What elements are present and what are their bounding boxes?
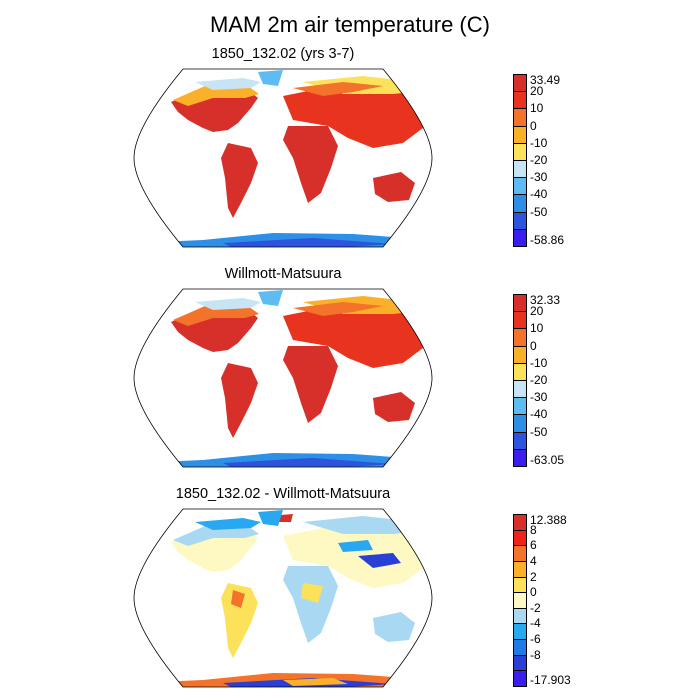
colorbar-tick-label: 32.33 <box>530 293 561 307</box>
colorbar-tick-label: 33.49 <box>530 73 561 87</box>
colorbar-tick-label: 0 <box>530 118 537 133</box>
colorbar-swatch <box>513 160 527 179</box>
colorbar-swatch <box>513 211 527 230</box>
colorbar-tick-label: -58.86 <box>530 233 565 247</box>
colorbar-swatch <box>513 545 527 562</box>
colorbar-tick-label: 10 <box>530 321 544 336</box>
colorbar-swatch <box>513 654 527 672</box>
colorbar-tick-label: -63.05 <box>530 453 565 467</box>
colorbar-tick-label: -8 <box>530 647 541 662</box>
colorbar-tick-label: 8 <box>530 522 537 537</box>
colorbar-swatch <box>513 328 527 347</box>
colorbar-swatch <box>513 397 527 416</box>
colorbar-tick-label: -10 <box>530 355 548 370</box>
colorbar-swatch <box>513 91 527 110</box>
colorbar-tick-label: -30 <box>530 390 548 405</box>
panel-2-map <box>133 288 433 468</box>
colorbar-swatch <box>513 345 527 364</box>
colorbar-swatch <box>513 639 527 656</box>
colorbar-swatch <box>513 607 527 625</box>
colorbar-swatch <box>513 592 527 609</box>
colorbar-tick-label: 0 <box>530 338 537 353</box>
colorbar-tick-label: -50 <box>530 424 548 439</box>
colorbar-swatch <box>513 125 527 144</box>
colorbar-tick-label: -6 <box>530 632 541 647</box>
colorbar-swatch <box>513 431 527 450</box>
colorbar-tick-label: 6 <box>530 538 537 553</box>
colorbar-tick-label: 12.388 <box>530 513 567 527</box>
panel-2-title: Willmott-Matsuura <box>224 266 342 282</box>
colorbar-tick-label: -40 <box>530 187 548 202</box>
colorbar-swatch <box>513 311 527 330</box>
colorbar-tick-label: -20 <box>530 153 548 167</box>
colorbar-swatch <box>513 623 527 641</box>
colorbar-swatch <box>513 576 527 594</box>
colorbar-tick-label: -50 <box>530 204 548 219</box>
colorbar-tick-label: -4 <box>530 616 541 631</box>
colorbar-tick-label: -30 <box>530 170 548 185</box>
colorbar-swatch <box>513 228 527 247</box>
colorbar-tick-label: 20 <box>530 304 544 319</box>
colorbar-swatch <box>513 108 527 127</box>
colorbar-swatch <box>513 448 527 467</box>
colorbar-tick-label: -10 <box>530 135 548 150</box>
panel-3-map <box>133 508 433 688</box>
colorbar-tick-label: 20 <box>530 84 544 99</box>
colorbar-tick-label: 10 <box>530 101 544 116</box>
colorbar-tick-label: -17.903 <box>530 673 571 687</box>
panel-1-map <box>133 68 433 248</box>
colorbar-swatch <box>513 74 527 93</box>
colorbar-swatch <box>513 194 527 213</box>
panel-3-title: 1850_132.02 - Willmott-Matsuura <box>175 486 391 502</box>
colorbar-tick-label: -40 <box>530 407 548 422</box>
colorbar-swatch <box>513 560 527 578</box>
panel-1-title: 1850_132.02 (yrs 3-7) <box>211 46 355 62</box>
panel-3-colorbar <box>513 514 527 687</box>
colorbar-tick-label: 4 <box>530 553 537 568</box>
colorbar-tick-label: 0 <box>530 585 537 600</box>
colorbar-tick-label: -2 <box>530 600 541 615</box>
panel-2-colorbar <box>513 294 527 467</box>
panel-1-colorbar <box>513 74 527 247</box>
colorbar-tick-label: -20 <box>530 373 548 387</box>
colorbar-swatch <box>513 142 527 161</box>
figure-title: MAM 2m air temperature (C) <box>210 12 490 37</box>
colorbar-swatch <box>513 514 527 531</box>
colorbar-swatch <box>513 177 527 196</box>
colorbar-swatch <box>513 529 527 547</box>
colorbar-swatch <box>513 362 527 381</box>
colorbar-tick-label: 2 <box>530 569 537 584</box>
colorbar-swatch <box>513 414 527 433</box>
colorbar-swatch <box>513 380 527 399</box>
colorbar-swatch <box>513 294 527 313</box>
colorbar-swatch <box>513 670 527 687</box>
